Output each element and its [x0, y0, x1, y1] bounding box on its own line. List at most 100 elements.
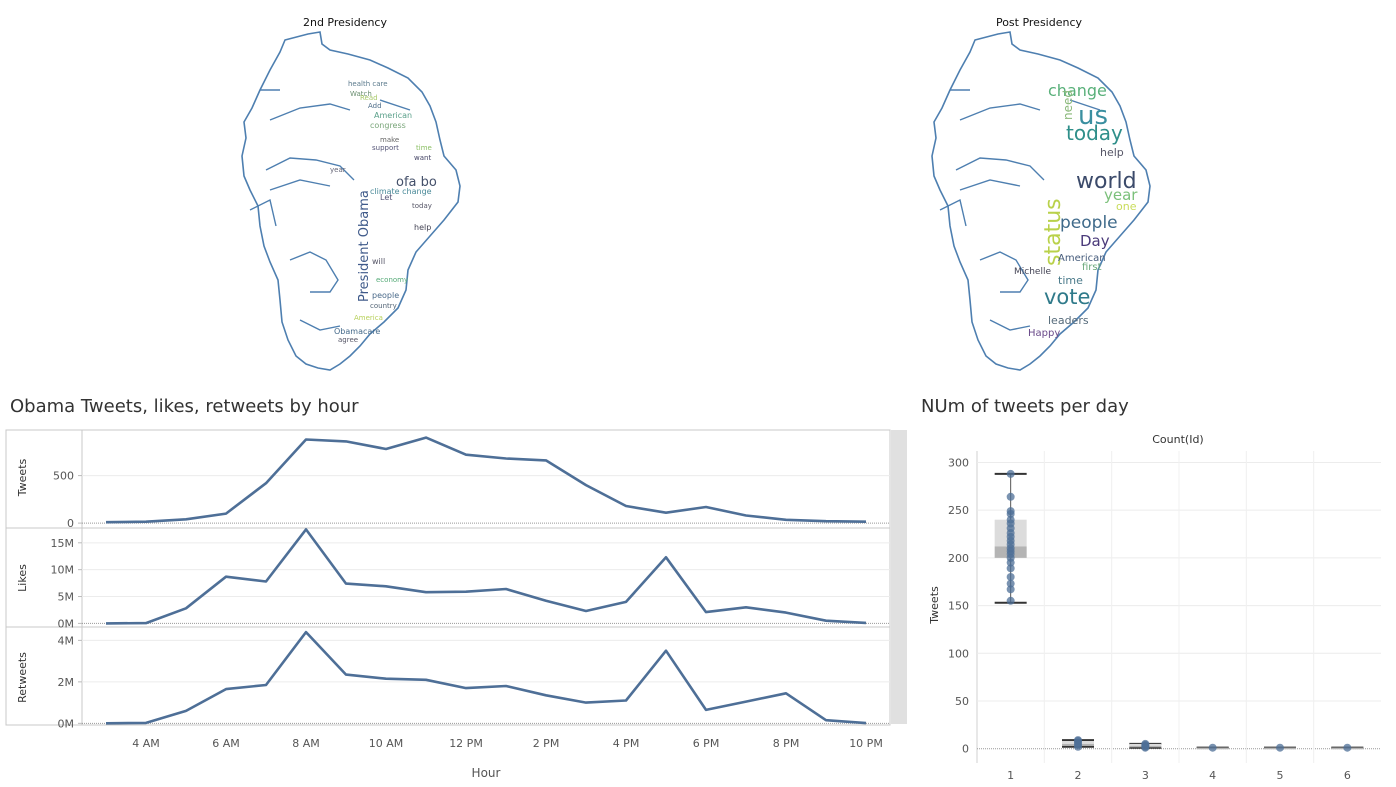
wordcloud-right-word: world — [1076, 169, 1137, 194]
hourly-line-chart: 0 500 Tweets 0M 5M 10M 15M Likes 0M 2M 4M Retweets 4… — [5, 429, 907, 780]
wordcloud-right-word: Michelle — [1014, 267, 1051, 277]
wordcloud-right-word: today — [1066, 121, 1123, 145]
wordcloud-right-word: time — [1058, 274, 1083, 287]
wordcloud-right-word: first — [1082, 262, 1102, 273]
wordcloud-left-word: Watch — [350, 90, 372, 98]
data-point[interactable] — [1276, 743, 1284, 752]
face-outline-left — [241, 31, 461, 371]
x-tick-label: 4 PM — [613, 737, 640, 750]
wordcloud-left-word: health care — [348, 80, 388, 88]
x-tick-label: 4 — [1209, 769, 1216, 782]
x-tick-label: 2 — [1075, 769, 1082, 782]
wordcloud-left-word: Add — [368, 102, 382, 110]
series-line-retweets — [105, 630, 867, 725]
wordcloud-left-word: support — [372, 144, 399, 152]
series-line-tweets — [105, 436, 867, 524]
x-tick-label: 6 — [1344, 769, 1351, 782]
y-tick-label: 200 — [948, 552, 969, 565]
wordcloud-left-word: economy — [376, 276, 408, 284]
x-tick-label: 2 PM — [533, 737, 560, 750]
x-tick-label: 3 — [1142, 769, 1149, 782]
data-point[interactable] — [1141, 739, 1150, 748]
y-tick-label: 0 — [962, 743, 969, 756]
panel-y-label: Retweets — [16, 652, 29, 703]
face-outline-right — [931, 31, 1151, 371]
wordcloud-right-word: Day — [1080, 232, 1110, 250]
wordcloud-right-word: vote — [1044, 285, 1090, 309]
wordcloud-left-word: will — [372, 257, 385, 266]
data-point[interactable] — [1006, 585, 1015, 594]
data-point[interactable] — [1343, 743, 1352, 752]
wordcloud-right-word: need — [1061, 90, 1075, 120]
y-tick-label: 5M — [58, 591, 75, 604]
y-tick-label: 2M — [58, 676, 75, 689]
hourly-frame — [5, 429, 891, 726]
box-day-3 — [1129, 739, 1162, 752]
wordcloud-left-word: country — [370, 302, 397, 310]
wordcloud-left-word: congress — [370, 121, 406, 130]
data-point[interactable] — [1006, 579, 1015, 588]
x-tick-label: 6 AM — [212, 737, 240, 750]
x-tick-label: 10 AM — [369, 737, 404, 750]
hourly-x-axis-label: Hour — [472, 766, 501, 780]
wordcloud-left-word: climate change — [370, 187, 432, 196]
wordcloud-left-word: help — [414, 223, 431, 232]
y-tick-label: 100 — [948, 647, 969, 660]
wordcloud-right-word: people — [1060, 213, 1118, 233]
wordcloud-left-word: Let — [380, 193, 392, 202]
wordcloud-right-word: American — [1058, 253, 1106, 264]
x-tick-label: 4 AM — [132, 737, 160, 750]
y-tick-label: 50 — [955, 695, 969, 708]
series-line-likes — [105, 528, 867, 625]
wordcloud-left-word: make — [380, 136, 399, 144]
wordcloud-left-word: want — [414, 154, 431, 162]
panel-y-label: Likes — [16, 564, 29, 592]
data-point[interactable] — [1006, 492, 1015, 501]
box-day-1 — [994, 469, 1027, 605]
data-point[interactable] — [1006, 558, 1015, 567]
wordcloud-left-word: agree — [338, 336, 358, 344]
box-day-6 — [1331, 743, 1364, 752]
wordcloud-right-word: change — [1048, 81, 1107, 100]
data-point[interactable] — [1006, 564, 1015, 573]
wordcloud-left-word: America — [354, 314, 383, 322]
x-tick-label: 1 — [1007, 769, 1014, 782]
data-point[interactable] — [1074, 736, 1082, 745]
wordcloud-left-word: people — [372, 291, 399, 300]
data-point[interactable] — [1006, 509, 1015, 518]
daily-y-axis-label: Tweets — [928, 586, 941, 625]
wordcloud-left-word: today — [412, 202, 432, 210]
wordcloud-right-word: status — [1041, 198, 1066, 266]
y-tick-label: 500 — [53, 470, 74, 483]
daily-chart-title: NUm of tweets per day — [921, 396, 1129, 417]
data-point[interactable] — [1006, 572, 1015, 581]
x-tick-label: 8 PM — [773, 737, 800, 750]
box-day-5 — [1264, 743, 1296, 752]
data-point[interactable] — [1006, 469, 1015, 478]
box-day-2 — [1062, 736, 1094, 751]
box-day-4 — [1196, 743, 1229, 752]
wordcloud-left-word: time — [416, 144, 432, 152]
wordcloud-left-word: ofa bo — [396, 175, 437, 190]
daily-header: Count(Id) — [1152, 433, 1203, 446]
wordcloud-right-word: us — [1078, 101, 1108, 131]
scrollbar-track[interactable] — [891, 430, 907, 724]
daily-box-plot: Count(Id) Tweets 0 50 100 150 200 250 300 1 2 3 4 5… — [928, 433, 1381, 782]
panel-y-label: Tweets — [16, 458, 29, 497]
wordcloud-right-word: one — [1116, 200, 1137, 213]
y-tick-label: 150 — [948, 600, 969, 613]
y-tick-label: 15M — [51, 537, 75, 550]
wordcloud-right-word: leaders — [1048, 314, 1089, 327]
wordcloud-right-title: Post Presidency — [995, 16, 1083, 29]
wordcloud-right-word: year — [1104, 186, 1138, 204]
data-point[interactable] — [1006, 596, 1015, 605]
x-tick-label: 10 PM — [849, 737, 883, 750]
y-tick-label: 250 — [948, 504, 969, 517]
x-tick-label: 6 PM — [693, 737, 720, 750]
wordcloud-left-word: American — [374, 111, 412, 120]
y-tick-label: 0M — [58, 717, 75, 730]
data-point[interactable] — [1208, 743, 1217, 752]
y-tick-label: 10M — [51, 564, 75, 577]
